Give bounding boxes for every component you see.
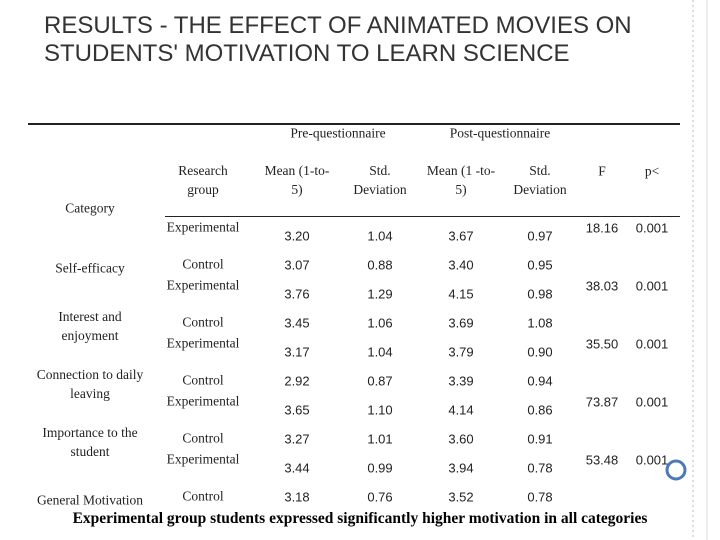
column-header: Category <box>65 200 115 216</box>
column-header: Std. Deviation <box>513 163 567 197</box>
research-group: Control <box>182 314 224 330</box>
table-value: 3.07 <box>284 257 310 273</box>
category: Self-efficacy <box>55 260 125 276</box>
category: Connection to daily leaving <box>36 367 144 401</box>
table-value: 3.67 <box>448 228 474 244</box>
table-value: 3.40 <box>448 257 474 273</box>
table-value: 0.99 <box>367 460 393 476</box>
table-value: 3.17 <box>284 344 310 360</box>
table-value: 3.44 <box>284 460 310 476</box>
research-group: Experimental <box>166 277 240 293</box>
table-value: 4.15 <box>448 286 474 302</box>
caption: Experimental group students expressed si… <box>72 510 648 527</box>
table-value: 3.76 <box>284 286 310 302</box>
table-rule <box>28 123 680 125</box>
table-value: 0.87 <box>367 373 393 389</box>
column-header: p< <box>644 163 660 179</box>
table-value: 3.60 <box>448 431 474 447</box>
table-value: 1.04 <box>367 344 393 360</box>
research-group: Experimental <box>166 451 240 467</box>
table-rule <box>165 216 680 217</box>
column-header: Mean (1 -to-5) <box>426 163 496 197</box>
table-value: 0.90 <box>527 344 553 360</box>
table-value: 3.45 <box>284 315 310 331</box>
f-value: 35.50 <box>585 336 619 352</box>
p-value: 0.001 <box>635 452 669 468</box>
column-header: Research group <box>178 163 228 197</box>
p-value: 0.001 <box>635 278 669 294</box>
table-value: 0.95 <box>527 257 553 273</box>
table-value: 3.79 <box>448 344 474 360</box>
research-group: Control <box>182 488 224 504</box>
table-value: 0.91 <box>527 431 553 447</box>
research-group: Control <box>182 256 224 272</box>
research-group: Control <box>182 430 224 446</box>
table-value: 0.94 <box>527 373 553 389</box>
research-group: Experimental <box>166 219 240 235</box>
table-value: 0.98 <box>527 286 553 302</box>
table-value: 3.65 <box>284 402 310 418</box>
column-header: Mean (1-to-5) <box>264 163 330 197</box>
table-value: 3.18 <box>284 489 310 505</box>
ornament <box>665 459 687 481</box>
research-group: Control <box>182 372 224 388</box>
table-value: 1.29 <box>367 286 393 302</box>
research-group: Experimental <box>166 393 240 409</box>
f-value: 53.48 <box>585 452 619 468</box>
table-value: 3.69 <box>448 315 474 331</box>
p-value: 0.001 <box>635 336 669 352</box>
table-value: 2.92 <box>284 373 310 389</box>
f-value: 73.87 <box>585 394 619 410</box>
category: General Motivation <box>36 492 144 508</box>
group-header: Pre-questionnaire <box>290 125 386 141</box>
table-value: 1.01 <box>367 431 393 447</box>
table-value: 4.14 <box>448 402 474 418</box>
column-header: F <box>598 163 606 179</box>
table-value: 0.76 <box>367 489 393 505</box>
table-value: 1.10 <box>367 402 393 418</box>
table-value: 3.27 <box>284 431 310 447</box>
table-value: 3.39 <box>448 373 474 389</box>
title: RESULTS - THE EFFECT OF ANIMATED MOVIES … <box>44 12 632 67</box>
table-value: 3.20 <box>284 228 310 244</box>
p-value: 0.001 <box>635 394 669 410</box>
table-value: 0.78 <box>527 460 553 476</box>
table-value: 0.88 <box>367 257 393 273</box>
table-value: 1.08 <box>527 315 553 331</box>
p-value: 0.001 <box>635 220 669 236</box>
research-group: Experimental <box>166 335 240 351</box>
category: Interest and enjoyment <box>58 309 122 343</box>
group-header: Post-questionnaire <box>449 125 551 141</box>
table-value: 1.04 <box>367 228 393 244</box>
category: Importance to the student <box>42 425 138 459</box>
f-value: 18.16 <box>585 220 619 236</box>
table-value: 3.52 <box>448 489 474 505</box>
column-header: Std. Deviation <box>353 163 407 197</box>
table-value: 1.06 <box>367 315 393 331</box>
table-value: 0.78 <box>527 489 553 505</box>
table-value: 0.97 <box>527 228 553 244</box>
table-value: 3.94 <box>448 460 474 476</box>
table-value: 0.86 <box>527 402 553 418</box>
f-value: 38.03 <box>585 278 619 294</box>
